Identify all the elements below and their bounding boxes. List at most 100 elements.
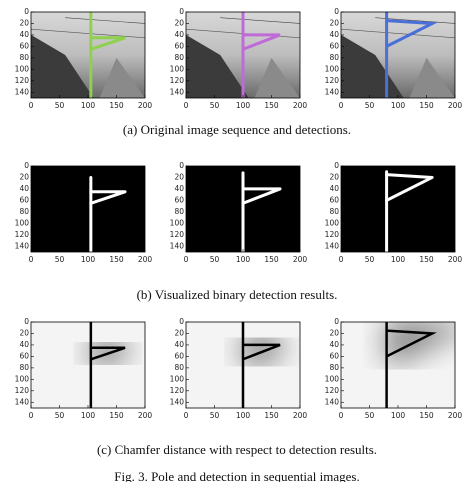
y-tick-label: 120	[170, 386, 185, 395]
image-panel: 0 50 100 150 200 0 20 40 60 80 100 120 140	[325, 161, 463, 264]
y-tick-label: 20	[174, 18, 184, 27]
y-tick-label: 100	[170, 374, 185, 383]
y-tick-label: 40	[19, 184, 29, 193]
y-tick-label: 20	[174, 172, 184, 181]
y-tick-label: 0	[334, 7, 339, 16]
detection	[242, 33, 281, 51]
y-tick-label: 120	[170, 230, 185, 239]
y-tick-label: 80	[19, 207, 29, 216]
y-tick-label: 60	[174, 195, 184, 204]
y-tick-label: 140	[325, 241, 340, 250]
wire	[31, 28, 145, 39]
y-tick-label: 80	[329, 207, 339, 216]
y-tick-label: 140	[325, 87, 340, 96]
y-tick-label: 60	[329, 195, 339, 204]
y-tick-label: 0	[179, 7, 184, 16]
x-tick-label: 50	[210, 255, 220, 264]
y-tick-label: 140	[15, 241, 30, 250]
x-tick-label: 150	[109, 101, 124, 110]
subfigure-caption: (b) Visualized binary detection results.	[137, 287, 338, 302]
y-tick-label: 40	[19, 340, 29, 349]
figure-caption: Fig. 3. Pole and detection in sequential…	[114, 469, 360, 482]
y-tick-label: 100	[170, 218, 185, 227]
x-tick-label: 200	[138, 255, 153, 264]
x-tick-label: 200	[448, 101, 463, 110]
detection	[385, 19, 438, 48]
wire	[341, 28, 455, 39]
image	[31, 166, 145, 252]
y-tick-label: 140	[170, 241, 185, 250]
image-panel: 0 50 100 150 200 0 20 40 60 80 100 120 140	[170, 7, 308, 110]
y-tick-label: 100	[325, 374, 340, 383]
y-tick-label: 100	[15, 374, 30, 383]
y-tick-label: 40	[174, 340, 184, 349]
x-tick-label: 200	[448, 255, 463, 264]
x-tick-label: 150	[419, 411, 434, 420]
x-tick-label: 150	[419, 101, 434, 110]
y-tick-label: 80	[174, 363, 184, 372]
y-tick-label: 20	[329, 328, 339, 337]
y-tick-label: 60	[19, 351, 29, 360]
y-tick-label: 20	[19, 18, 29, 27]
y-tick-label: 100	[325, 64, 340, 73]
x-tick-label: 150	[264, 101, 279, 110]
subfigure-caption: (c) Chamfer distance with respect to det…	[97, 442, 377, 457]
y-tick-label: 80	[174, 207, 184, 216]
y-tick-label: 140	[15, 397, 30, 406]
x-tick-label: 200	[293, 411, 308, 420]
detection	[241, 187, 282, 205]
binary-image	[31, 166, 145, 252]
subfigure-caption: (a) Original image sequence and detectio…	[123, 122, 351, 137]
y-tick-label: 60	[329, 351, 339, 360]
x-tick-label: 200	[293, 255, 308, 264]
y-tick-label: 120	[325, 76, 340, 85]
y-tick-label: 0	[334, 317, 339, 326]
x-tick-label: 50	[365, 411, 375, 420]
y-tick-label: 40	[174, 184, 184, 193]
x-tick-label: 0	[29, 101, 34, 110]
x-tick-label: 100	[236, 101, 251, 110]
x-tick-label: 50	[365, 101, 375, 110]
y-tick-label: 20	[329, 172, 339, 181]
image	[341, 322, 455, 408]
y-tick-label: 60	[19, 41, 29, 50]
hillside	[186, 34, 249, 98]
x-tick-label: 150	[109, 255, 124, 264]
x-tick-label: 50	[210, 411, 220, 420]
x-tick-label: 200	[293, 101, 308, 110]
x-tick-label: 100	[81, 411, 96, 420]
image	[341, 12, 455, 98]
image	[31, 12, 145, 98]
x-tick-label: 100	[236, 411, 251, 420]
x-tick-label: 150	[264, 411, 279, 420]
y-tick-label: 120	[325, 230, 340, 239]
y-tick-label: 60	[19, 195, 29, 204]
x-tick-label: 0	[339, 255, 344, 264]
y-tick-label: 140	[325, 397, 340, 406]
x-tick-label: 100	[81, 101, 96, 110]
x-tick-label: 50	[365, 255, 375, 264]
y-tick-label: 20	[329, 18, 339, 27]
y-tick-label: 0	[24, 7, 29, 16]
y-tick-label: 40	[19, 30, 29, 39]
detection	[385, 173, 434, 202]
image-panel: 0 50 100 150 200 0 20 40 60 80 100 120 140	[170, 161, 308, 264]
image-panel: 0 50 100 150 200 0 20 40 60 80 100 120 140	[325, 317, 463, 420]
x-tick-label: 0	[339, 101, 344, 110]
y-tick-label: 0	[179, 317, 184, 326]
detection	[90, 346, 126, 361]
y-tick-label: 100	[15, 218, 30, 227]
x-tick-label: 200	[138, 101, 153, 110]
wire	[375, 17, 455, 24]
image	[31, 322, 145, 408]
y-tick-label: 40	[329, 184, 339, 193]
y-tick-label: 60	[174, 351, 184, 360]
detection	[89, 190, 127, 205]
x-tick-label: 50	[210, 101, 220, 110]
y-tick-label: 60	[329, 41, 339, 50]
image-panel: 0 50 100 150 200 0 20 40 60 80 100 120 140	[15, 161, 153, 264]
y-tick-label: 0	[334, 161, 339, 170]
y-tick-label: 140	[170, 87, 185, 96]
image	[186, 166, 300, 252]
